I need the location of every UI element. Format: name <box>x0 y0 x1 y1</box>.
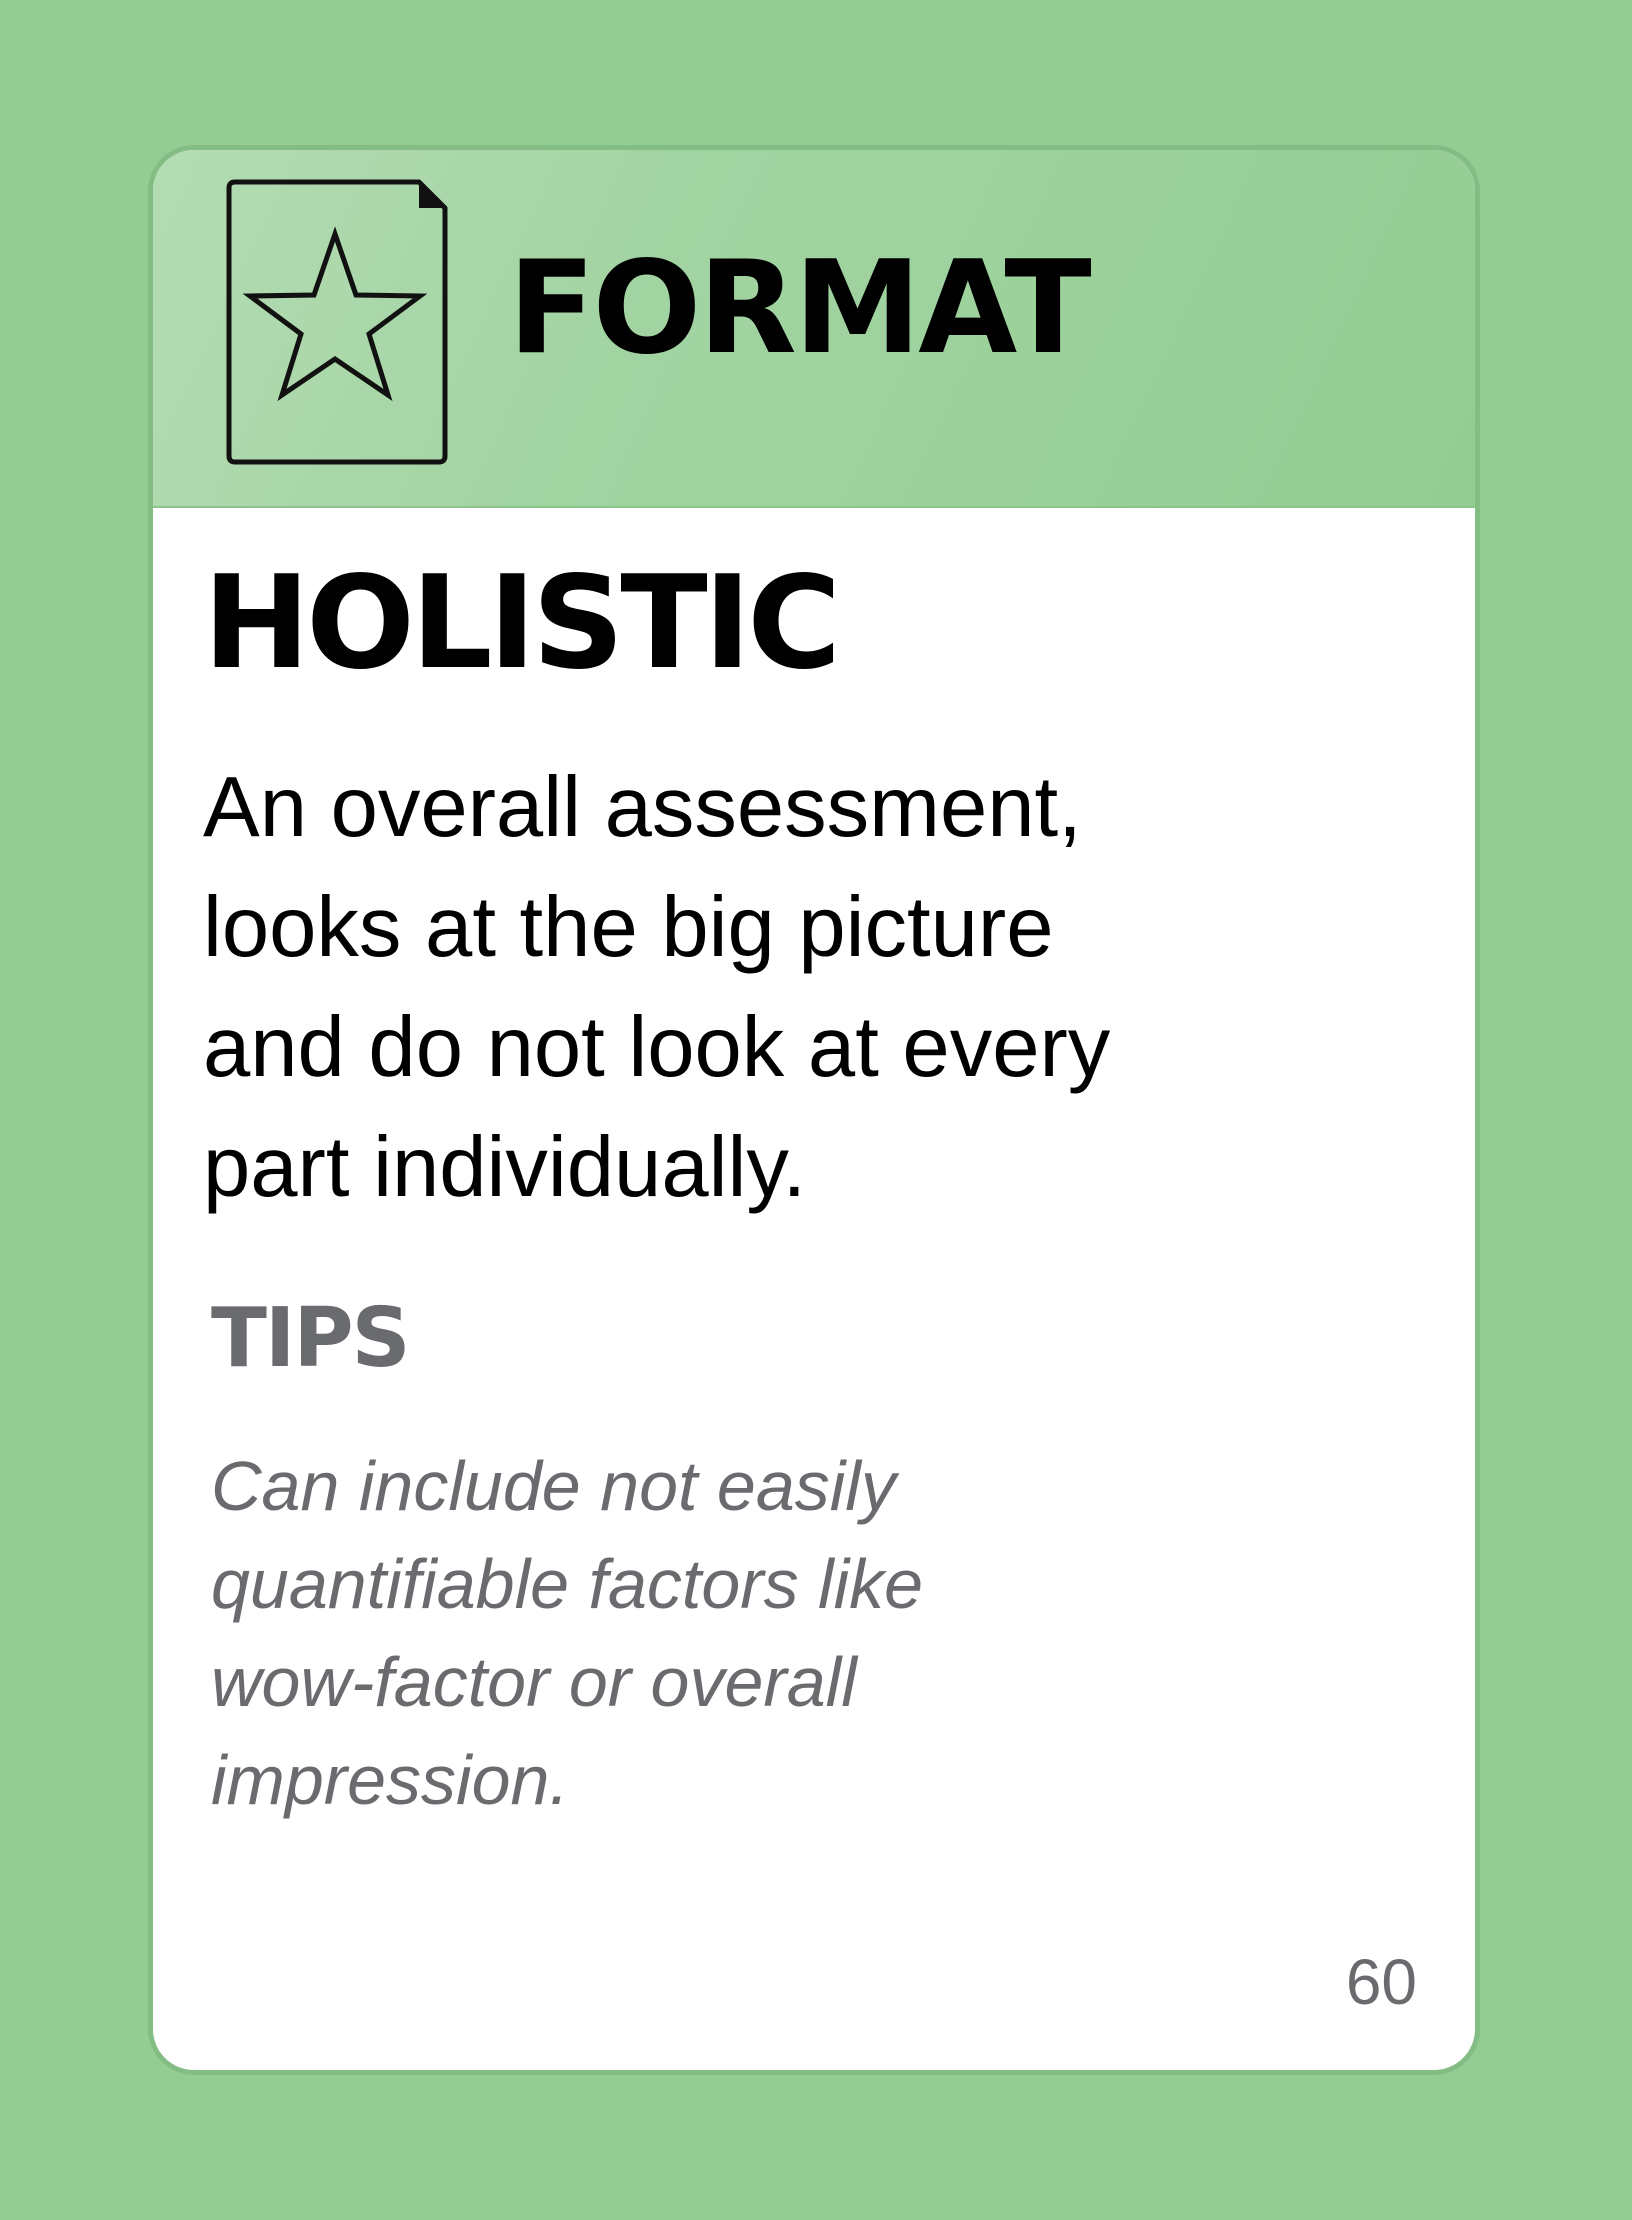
card-title: HOLISTIC <box>203 549 841 698</box>
page-number: 60 <box>1345 1946 1417 2018</box>
card: FORMAT HOLISTIC An overall assessment, l… <box>148 145 1480 2075</box>
card-header: FORMAT <box>153 150 1475 508</box>
definition-text: An overall assessment, looks at the big … <box>203 760 1111 1215</box>
category-title: FORMAT <box>508 234 1092 383</box>
tips-heading: TIPS <box>211 1291 411 1386</box>
document-star-icon <box>223 176 453 466</box>
tips-text: Can include not easily quantifiable fact… <box>211 1447 924 1819</box>
